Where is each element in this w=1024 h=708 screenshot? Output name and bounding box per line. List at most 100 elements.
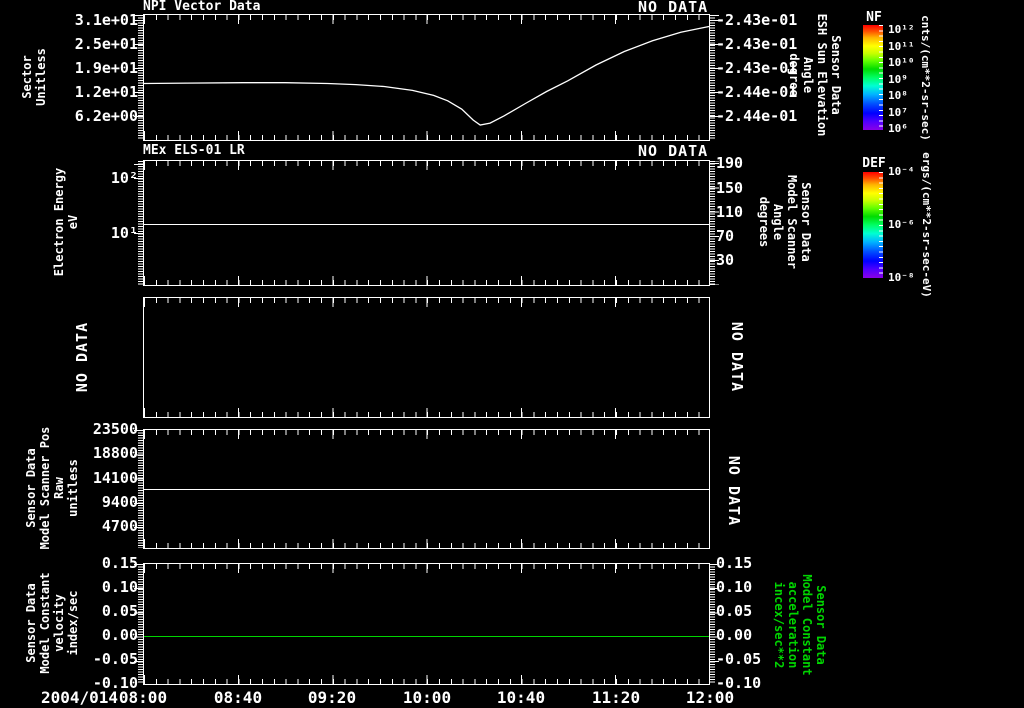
y2-tick-label: 0.10 <box>716 578 753 596</box>
y-tick-label: 0.15 <box>101 554 138 572</box>
y-tick-label: 0.10 <box>101 578 138 596</box>
tick-marks <box>144 539 709 548</box>
y2-tick-label: 190 <box>716 154 744 172</box>
x-tick-label: 08:00 <box>118 688 168 707</box>
panel4-y-axis-label: Sensor Data Model Scanner Pos Raw unitle… <box>24 426 80 550</box>
y-tick-label: 0.05 <box>101 602 138 620</box>
y2-tick-label: 0.00 <box>716 626 753 644</box>
panel2-no-data-label: NO DATA <box>638 142 709 160</box>
tick-marks <box>710 161 719 285</box>
y2-tick-label: -2.44e-01 <box>716 83 798 101</box>
colorbar-nf <box>863 25 883 130</box>
y-tick-label: 2.5e+01 <box>74 35 138 53</box>
tick-marks <box>144 15 709 24</box>
colorbar-nf-title: NF <box>866 10 882 25</box>
tick-marks <box>144 675 709 684</box>
y2-tick-label: -2.44e-01 <box>716 107 798 125</box>
colorbar-tick-label: 10⁻⁸ <box>888 271 915 284</box>
y2-tick-label: 0.15 <box>716 554 753 572</box>
colorbar-tick-label: 10¹² <box>888 23 915 36</box>
data-line <box>144 223 709 225</box>
tick-marks <box>144 161 709 170</box>
panel1-no-data-label: NO DATA <box>638 0 709 16</box>
y-tick-label: 9400 <box>101 493 138 511</box>
tick-marks <box>134 430 143 548</box>
y-tick-label: 1.9e+01 <box>74 59 138 77</box>
y-tick-label: 4700 <box>101 517 138 535</box>
x-axis-date-label: 2004/014 <box>40 688 118 707</box>
colorbar-def-unit-label: ergs/(cm**2-sr-sec-eV) <box>920 152 933 298</box>
tick-marks <box>879 25 883 130</box>
panel2-title: MEx ELS-01 LR <box>143 143 245 158</box>
tick-marks <box>710 564 719 684</box>
tick-marks <box>879 172 883 278</box>
y-tick-label: 0.00 <box>101 626 138 644</box>
tick-marks <box>134 161 143 285</box>
tick-marks <box>144 430 709 439</box>
panel1-y2-axis-label: Sensor Data ESH Sun Elevation Angle degr… <box>787 13 843 137</box>
y2-tick-label: -0.05 <box>716 650 762 668</box>
data-line <box>144 489 709 490</box>
x-tick-label: 11:20 <box>591 688 641 707</box>
y-tick-label: -0.10 <box>92 674 138 692</box>
tick-marks <box>144 298 709 307</box>
panel3-plot-area <box>143 297 710 418</box>
y2-tick-label: -0.10 <box>716 674 762 692</box>
colorbar-nf-unit-label: cnts/(cm**2-sr-sec) <box>919 15 932 141</box>
colorbar-tick-label: 10⁻⁴ <box>888 165 915 178</box>
colorbar-def-title: DEF <box>862 156 886 171</box>
tick-marks <box>144 564 709 573</box>
colorbar-tick-label: 10¹⁰ <box>888 56 915 69</box>
panel3-no-data-left-label: NO DATA <box>73 321 91 393</box>
colorbar-tick-label: 10⁶ <box>888 122 908 135</box>
colorbar-tick-label: 10⁷ <box>888 106 908 119</box>
y2-tick-label: 150 <box>716 179 744 197</box>
y-tick-label: 18800 <box>92 444 138 462</box>
colorbar-def <box>863 172 883 278</box>
y-tick-label: 3.1e+01 <box>74 11 138 29</box>
panel5-y-axis-label: Sensor Data Model Constant velocity inde… <box>24 572 80 674</box>
colorbar-tick-label: 10⁸ <box>888 89 908 102</box>
tick-marks <box>134 15 143 140</box>
x-tick-label: 10:40 <box>496 688 546 707</box>
tick-marks <box>134 564 143 684</box>
y2-tick-label: 70 <box>716 227 735 245</box>
data-line <box>144 636 709 637</box>
panel2-plot-area <box>134 160 719 286</box>
panel5-y2-axis-label: Sensor Data Model Constant acceleration … <box>772 574 828 676</box>
sector-data-curve <box>144 25 709 126</box>
x-tick-label: 12:00 <box>685 688 735 707</box>
panel5-plot-area <box>134 563 719 685</box>
y-tick-label: 1.2e+01 <box>74 83 138 101</box>
y-tick-label: 23500 <box>92 420 138 438</box>
panel1-title: NPI Vector Data <box>143 0 261 14</box>
y-tick-label: 10² <box>110 169 138 187</box>
panel2-y2-axis-label: Sensor Data Model Scanner Angle degrees <box>757 175 813 269</box>
y-tick-label: 10¹ <box>110 224 138 242</box>
y2-tick-label: 0.05 <box>716 602 753 620</box>
y2-tick-label: -2.43e-01 <box>716 11 798 29</box>
y2-tick-label: 110 <box>716 203 744 221</box>
tick-marks <box>144 408 709 417</box>
tick-marks <box>144 131 709 140</box>
x-tick-label: 08:40 <box>213 688 263 707</box>
x-tick-label: 10:00 <box>402 688 452 707</box>
y2-tick-label: -2.43e-01 <box>716 59 798 77</box>
y-tick-label: -0.05 <box>92 650 138 668</box>
colorbar-tick-label: 10¹¹ <box>888 40 915 53</box>
tick-marks <box>710 15 719 140</box>
colorbar-tick-label: 10⁻⁶ <box>888 218 915 231</box>
y2-tick-label: -2.43e-01 <box>716 35 798 53</box>
y2-tick-label: 30 <box>716 251 735 269</box>
panel1-y-axis-label: Sector Unitless <box>20 48 48 106</box>
panel4-plot-area <box>134 429 710 549</box>
x-tick-label: 09:20 <box>307 688 357 707</box>
panel2-y-axis-label: Electron Energy eV <box>52 167 80 277</box>
colorbar-tick-label: 10⁹ <box>888 73 908 86</box>
panel4-no-data-right-label: NO DATA <box>725 455 743 527</box>
tick-marks <box>144 276 709 285</box>
panel3-no-data-right-label: NO DATA <box>728 321 746 393</box>
y-tick-label: 6.2e+00 <box>74 107 138 125</box>
panel1-plot-area <box>134 14 719 141</box>
